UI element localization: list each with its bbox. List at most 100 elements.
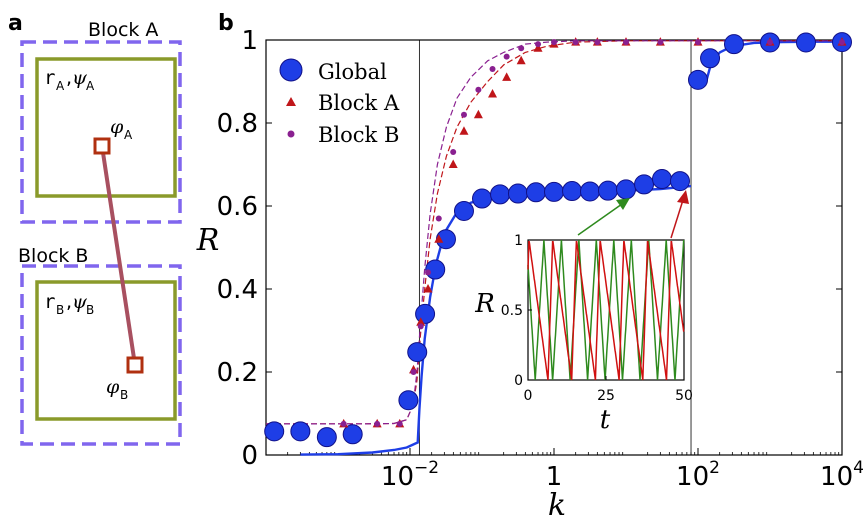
r-a-comma: , bbox=[66, 67, 72, 89]
point-global bbox=[415, 303, 436, 324]
point-block-b bbox=[460, 111, 467, 118]
point-block-a bbox=[423, 284, 433, 293]
r-a-subscript: A bbox=[56, 79, 65, 93]
point-block-a bbox=[459, 126, 469, 135]
point-global bbox=[544, 181, 564, 202]
panel-a: a Block A r A , ψ A φ A Block B r B , ψ … bbox=[8, 11, 182, 446]
x-tick-label: 102 bbox=[676, 458, 720, 492]
inset-x-axis-label: t bbox=[600, 405, 611, 435]
legend-marker-block-b bbox=[287, 130, 295, 138]
x-tick-exponent: −2 bbox=[414, 458, 439, 478]
green-arrowhead bbox=[616, 198, 630, 210]
point-global bbox=[507, 183, 528, 204]
panel-a-letter: a bbox=[8, 11, 23, 36]
inset-x-tick-label: 0 bbox=[524, 388, 533, 404]
point-block-b bbox=[450, 149, 457, 156]
y-tick-label: 0.6 bbox=[217, 192, 258, 222]
point-global bbox=[616, 179, 636, 200]
point-block-b bbox=[410, 369, 417, 375]
inset-y-tick-label: 0.5 bbox=[501, 303, 523, 319]
point-block-b bbox=[623, 39, 629, 46]
point-global bbox=[562, 181, 583, 202]
point-block-b bbox=[839, 39, 845, 46]
point-block-b bbox=[767, 39, 773, 46]
psi-a-symbol: ψ bbox=[72, 67, 88, 89]
point-global bbox=[723, 34, 744, 55]
node-phi-b bbox=[126, 356, 144, 374]
r-b-comma: , bbox=[66, 291, 72, 313]
point-block-b bbox=[535, 41, 542, 48]
point-block-b bbox=[489, 66, 496, 73]
point-global bbox=[398, 390, 419, 411]
curve-block-b bbox=[266, 40, 842, 425]
r-a-symbol: r bbox=[44, 67, 55, 89]
point-global bbox=[425, 259, 446, 280]
psi-b-symbol: ψ bbox=[72, 291, 88, 313]
point-block-b bbox=[695, 39, 701, 46]
phi-b-subscript: B bbox=[120, 388, 128, 402]
x-tick-exponent: 2 bbox=[709, 458, 720, 478]
point-block-b bbox=[340, 420, 347, 427]
y-tick-label: 0 bbox=[241, 441, 258, 471]
block-b-params: r B , ψ B bbox=[44, 291, 94, 317]
psi-b-subscript: B bbox=[86, 303, 94, 317]
block-a-inner-box bbox=[35, 57, 177, 198]
point-block-b bbox=[425, 269, 432, 276]
point-block-a bbox=[473, 109, 483, 119]
point-global bbox=[651, 169, 672, 190]
point-block-b bbox=[475, 86, 482, 93]
green-arrow-line bbox=[577, 203, 623, 236]
point-global bbox=[490, 184, 511, 205]
inset-y-axis-label: R bbox=[474, 289, 495, 319]
legend-marker-block-a bbox=[286, 97, 296, 106]
point-block-b bbox=[503, 53, 510, 60]
node-phi-a bbox=[93, 137, 111, 155]
inset-series-1 bbox=[527, 241, 685, 381]
point-global bbox=[525, 182, 546, 203]
r-b-symbol: r bbox=[44, 291, 55, 313]
point-global bbox=[669, 171, 690, 192]
legend: Global Block A Block B bbox=[279, 58, 400, 147]
curve-block-a bbox=[266, 40, 842, 425]
inset-arrows bbox=[577, 190, 689, 239]
panel-b-letter: b bbox=[218, 11, 234, 36]
legend-label-global: Global bbox=[318, 60, 387, 84]
point-block-a bbox=[488, 88, 498, 98]
r-b-subscript: B bbox=[56, 303, 64, 317]
block-a-label: Block A bbox=[88, 19, 158, 41]
point-global bbox=[634, 174, 655, 195]
inset-chart: 0 0.5 1 0 25 50 bbox=[501, 233, 693, 404]
legend-label-block-a: Block A bbox=[318, 91, 400, 115]
y-axis-label: R bbox=[196, 223, 220, 258]
y-tick-label: 1 bbox=[241, 26, 258, 56]
point-block-b bbox=[551, 39, 557, 46]
point-block-b bbox=[657, 39, 664, 46]
point-block-a bbox=[502, 72, 512, 81]
x-tick-label: 10−2 bbox=[381, 458, 439, 492]
point-global bbox=[290, 421, 311, 442]
point-block-b bbox=[374, 420, 381, 427]
psi-a-subscript: A bbox=[86, 79, 95, 93]
red-arrow-line bbox=[670, 199, 684, 239]
coupling-link bbox=[100, 145, 137, 366]
point-block-b bbox=[435, 215, 442, 222]
point-global bbox=[342, 424, 363, 445]
phi-a-symbol: φ bbox=[110, 116, 124, 138]
inset-y-tick-label: 1 bbox=[514, 233, 523, 249]
x-axis-label: k bbox=[548, 488, 566, 523]
block-b-inner-box bbox=[35, 280, 177, 421]
legend-marker-global bbox=[279, 58, 303, 82]
point-block-a bbox=[516, 55, 526, 65]
block-a-params: r A , ψ A bbox=[44, 67, 95, 93]
point-global bbox=[316, 427, 337, 448]
x-tick-exponent: 4 bbox=[853, 458, 864, 478]
point-block-b bbox=[518, 45, 525, 52]
point-global bbox=[688, 69, 708, 90]
phi-b-symbol: φ bbox=[106, 376, 120, 398]
point-block-b bbox=[572, 39, 579, 46]
point-global bbox=[472, 188, 492, 209]
x-tick-label: 104 bbox=[820, 458, 864, 492]
y-tick-label: 0.8 bbox=[217, 109, 258, 139]
